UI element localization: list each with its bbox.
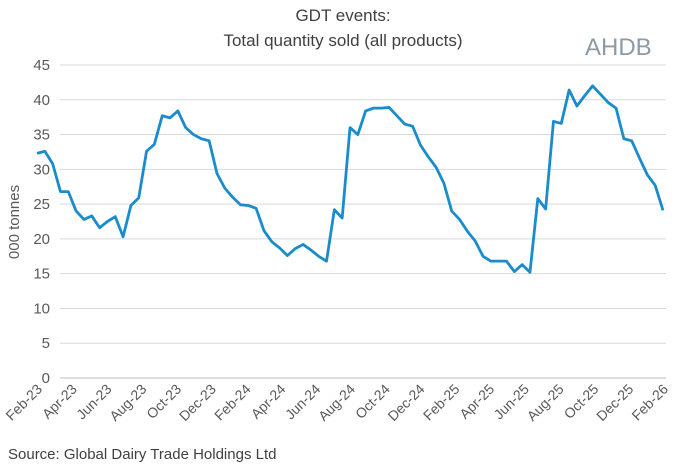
series-line: [36, 84, 665, 274]
ahdb-logo: AHDB: [585, 34, 652, 61]
y-tick-label: 5: [42, 335, 50, 352]
y-tick-label: 25: [33, 196, 50, 213]
x-tick-label: Feb-25: [420, 381, 463, 424]
y-axis-label: 000 tonnes: [6, 185, 23, 259]
y-tick-label: 20: [33, 231, 50, 248]
x-tick-label: Feb-23: [2, 381, 45, 424]
x-tick-label: Aug-25: [524, 381, 567, 424]
y-tick-label: 15: [33, 266, 50, 283]
x-tick-label: Dec-25: [593, 381, 636, 424]
x-tick-label: Feb-24: [211, 381, 254, 424]
x-tick-label: Dec-24: [384, 381, 427, 424]
x-tick-label: Dec-23: [176, 381, 219, 424]
chart-subtitle: Total quantity sold (all products): [223, 31, 463, 50]
x-tick-label: Aug-23: [106, 381, 149, 424]
x-tick-label: Feb-26: [628, 381, 671, 424]
x-tick-label: Apr-24: [248, 381, 289, 422]
y-tick-label: 30: [33, 161, 50, 178]
source-note: Source: Global Dairy Trade Holdings Ltd: [8, 446, 277, 463]
y-tick-label: 10: [33, 300, 50, 317]
chart-title: GDT events:: [295, 6, 391, 25]
y-tick-label: 40: [33, 92, 50, 109]
y-tick-label: 45: [33, 57, 50, 74]
y-tick-label: 35: [33, 127, 50, 144]
x-tick-label: Apr-25: [456, 381, 497, 422]
x-tick-label: Aug-24: [315, 381, 358, 424]
y-tick-label: 0: [42, 370, 50, 387]
